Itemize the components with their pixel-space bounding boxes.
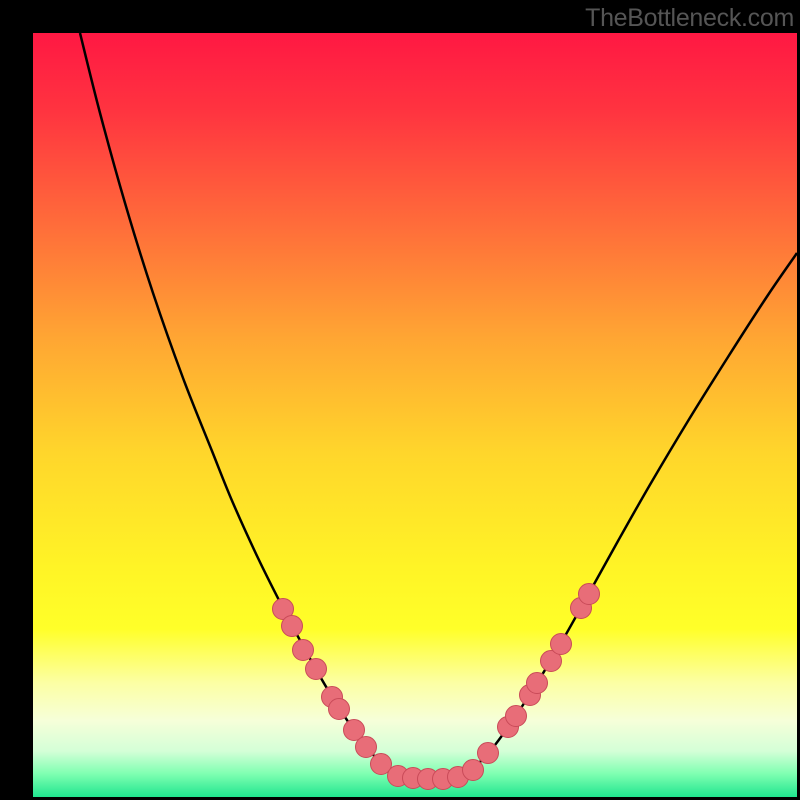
data-marker (281, 615, 303, 637)
watermark-text: TheBottleneck.com (585, 4, 794, 33)
data-marker (477, 742, 499, 764)
data-marker (505, 705, 527, 727)
frame-left (0, 0, 33, 800)
bottleneck-plot (33, 33, 797, 797)
data-marker (578, 583, 600, 605)
plot-svg (33, 33, 797, 797)
data-marker (305, 658, 327, 680)
data-marker (462, 759, 484, 781)
data-marker (292, 639, 314, 661)
data-marker (550, 633, 572, 655)
data-marker (328, 698, 350, 720)
gradient-background (33, 33, 797, 797)
data-marker (526, 672, 548, 694)
